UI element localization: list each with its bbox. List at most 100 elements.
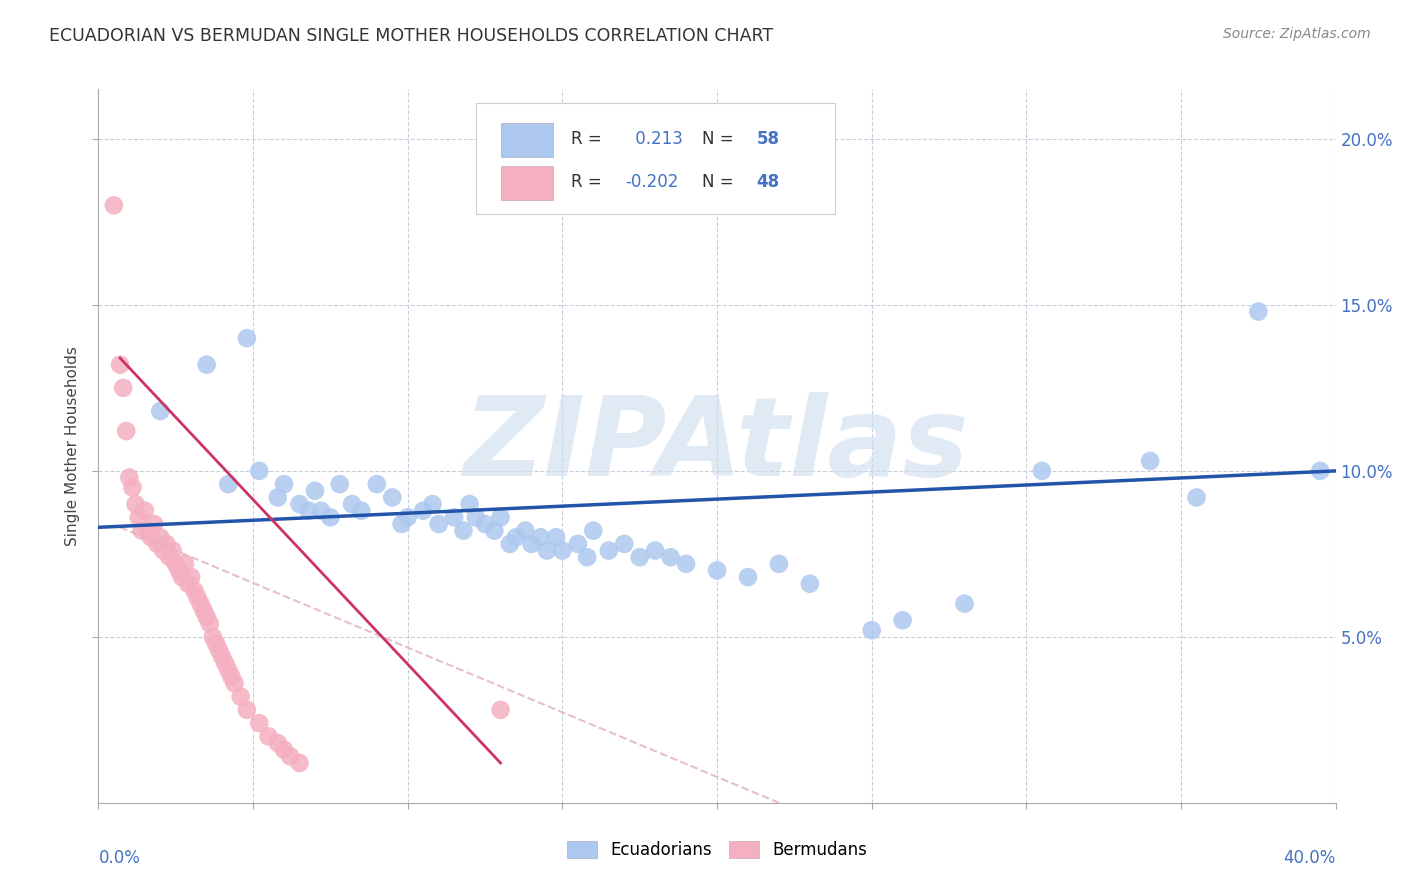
Point: [582, 524, 605, 538]
Point: [211, 649, 233, 664]
Point: [162, 543, 184, 558]
Point: [247, 464, 270, 478]
Text: N =: N =: [702, 173, 740, 191]
Point: [288, 756, 311, 770]
Point: [644, 543, 666, 558]
Point: [229, 690, 252, 704]
Point: [121, 481, 143, 495]
Point: [628, 550, 651, 565]
Point: [412, 504, 434, 518]
Point: [567, 537, 589, 551]
Text: 58: 58: [756, 130, 780, 148]
Point: [112, 381, 135, 395]
Point: [474, 516, 496, 531]
Point: [159, 550, 181, 565]
Point: [499, 537, 522, 551]
Point: [186, 590, 208, 604]
Point: [1185, 491, 1208, 505]
Text: 48: 48: [756, 173, 780, 191]
Point: [152, 543, 174, 558]
Text: 40.0%: 40.0%: [1284, 849, 1336, 867]
Point: [391, 516, 413, 531]
Point: [675, 557, 697, 571]
Point: [768, 557, 790, 571]
Point: [1309, 464, 1331, 478]
Point: [288, 497, 311, 511]
Point: [443, 510, 465, 524]
Point: [118, 470, 141, 484]
Point: [103, 198, 125, 212]
Point: [799, 576, 821, 591]
Point: [108, 358, 131, 372]
Point: [198, 616, 221, 631]
Point: [177, 576, 200, 591]
Point: [195, 358, 218, 372]
Text: ZIPAtlas: ZIPAtlas: [464, 392, 970, 500]
Point: [165, 557, 187, 571]
Point: [319, 510, 342, 524]
Point: [236, 703, 259, 717]
Point: [464, 510, 486, 524]
Text: R =: R =: [571, 173, 607, 191]
Text: N =: N =: [702, 130, 740, 148]
Point: [1247, 304, 1270, 318]
Point: [217, 663, 239, 677]
Point: [706, 564, 728, 578]
Point: [273, 742, 295, 756]
Point: [208, 643, 231, 657]
Point: [267, 491, 290, 505]
Point: [546, 530, 568, 544]
Point: [530, 530, 553, 544]
Point: [155, 537, 177, 551]
Text: 0.0%: 0.0%: [98, 849, 141, 867]
Point: [170, 570, 193, 584]
Point: [205, 636, 228, 650]
Point: [136, 524, 159, 538]
Point: [224, 676, 246, 690]
Point: [453, 524, 475, 538]
Point: [273, 477, 295, 491]
Point: [236, 331, 259, 345]
Point: [613, 537, 636, 551]
Point: [247, 716, 270, 731]
Text: -0.202: -0.202: [626, 173, 679, 191]
Point: [257, 730, 280, 744]
Text: 0.213: 0.213: [630, 130, 683, 148]
Point: [381, 491, 404, 505]
Point: [309, 504, 332, 518]
Point: [422, 497, 444, 511]
Text: Source: ZipAtlas.com: Source: ZipAtlas.com: [1223, 27, 1371, 41]
Point: [1139, 454, 1161, 468]
Point: [146, 537, 169, 551]
Point: [139, 530, 162, 544]
Point: [201, 630, 224, 644]
Point: [278, 749, 301, 764]
Point: [427, 516, 450, 531]
Point: [505, 530, 527, 544]
Point: [149, 404, 172, 418]
Point: [953, 597, 976, 611]
FancyBboxPatch shape: [501, 166, 553, 200]
Point: [304, 483, 326, 498]
Point: [193, 603, 215, 617]
Point: [124, 497, 146, 511]
Point: [134, 504, 156, 518]
Point: [183, 583, 205, 598]
Point: [214, 657, 236, 671]
Legend: Ecuadorians, Bermudans: Ecuadorians, Bermudans: [561, 834, 873, 866]
Point: [167, 564, 190, 578]
Point: [298, 504, 321, 518]
Point: [396, 510, 419, 524]
Point: [115, 424, 138, 438]
Point: [267, 736, 290, 750]
Point: [217, 477, 239, 491]
Point: [174, 557, 197, 571]
Point: [737, 570, 759, 584]
Point: [515, 524, 537, 538]
Point: [598, 543, 620, 558]
Point: [195, 610, 218, 624]
Point: [131, 524, 153, 538]
Point: [340, 497, 363, 511]
Point: [536, 543, 558, 558]
Point: [520, 537, 543, 551]
